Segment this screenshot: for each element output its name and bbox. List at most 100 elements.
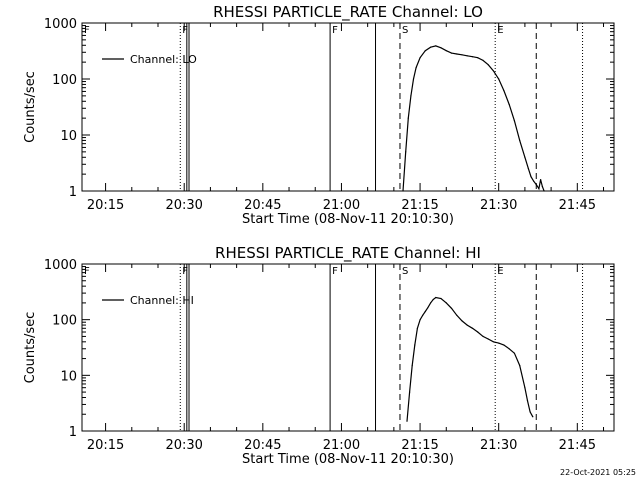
- hi-y-tick-label-100: 100: [52, 314, 77, 329]
- lo-data-point: [461, 54, 463, 56]
- hi-data-point: [416, 327, 418, 329]
- hi-marker-label-e: E: [497, 266, 503, 277]
- lo-data-point: [524, 156, 526, 158]
- hi-data-point: [411, 364, 413, 367]
- hi-x-tick-label-20-15: 20:15: [87, 438, 124, 453]
- lo-data-point: [402, 190, 404, 192]
- lo-y-tick-label-10: 10: [60, 129, 77, 144]
- hi-data-point: [508, 348, 510, 350]
- hi-data-point: [492, 341, 494, 343]
- hi-x-tick-label-21-45: 21:45: [559, 438, 596, 453]
- hi-marker-label-s: S: [402, 266, 408, 277]
- hi-data-point: [503, 344, 505, 346]
- lo-data-point: [410, 95, 412, 97]
- lo-x-tick-label-20-15: 20:15: [87, 198, 124, 213]
- lo-data-point: [540, 179, 542, 181]
- hi-data-point: [450, 307, 453, 309]
- hi-data-point: [477, 331, 479, 333]
- lo-data-point: [492, 70, 494, 72]
- lo-data-point: [508, 103, 510, 106]
- hi-data-point: [419, 319, 421, 321]
- hi-plot-frame: [81, 263, 615, 432]
- hi-channel-panel: RHESSI PARTICLE_RATE Channel: HI 20:15 20:…: [23, 244, 615, 467]
- hi-data-point: [513, 352, 516, 354]
- lo-data-point: [487, 64, 489, 66]
- hi-data-point: [424, 310, 426, 313]
- hi-y-tick-label-1: 1: [69, 425, 77, 440]
- lo-data-point: [503, 90, 505, 92]
- hi-data-point: [526, 400, 529, 402]
- hi-x-tick-label-21-15: 21:15: [401, 438, 438, 453]
- hi-legend-label: Channel: HI: [130, 294, 194, 307]
- hi-data-point: [406, 420, 408, 422]
- lo-legend-label: Channel: LO: [130, 53, 197, 66]
- lo-x-axis-label: Start Time (08-Nov-11 20:10:30): [242, 212, 454, 227]
- hi-data-point: [456, 314, 458, 316]
- lo-data-point: [498, 78, 500, 80]
- hi-marker-label-f: F: [182, 266, 188, 277]
- lo-data-point: [533, 180, 535, 182]
- hi-data-point: [524, 387, 526, 389]
- hi-y-axis-label: Counts/sec: [23, 312, 38, 384]
- lo-y-tick-label-1: 1: [69, 185, 77, 200]
- lo-y-axis-label: Counts/sec: [23, 71, 38, 143]
- hi-data-point: [461, 320, 463, 322]
- lo-data-point: [435, 45, 437, 47]
- lo-data-point: [405, 151, 407, 153]
- hi-data-point: [482, 335, 484, 337]
- generation-timestamp: 22-Oct-2021 05:25: [560, 468, 636, 477]
- hi-data-point: [427, 307, 429, 309]
- hi-data-point: [440, 297, 442, 300]
- hi-data-point: [445, 302, 447, 304]
- lo-data-point: [415, 67, 417, 69]
- hi-data-point: [487, 338, 489, 340]
- hi-marker-label-f: F: [332, 266, 338, 277]
- hi-x-tick-label-20-30: 20:30: [165, 438, 202, 453]
- lo-data-point: [541, 186, 544, 188]
- hi-data-point: [519, 364, 521, 367]
- hi-data-point: [466, 324, 468, 326]
- lo-x-tick-label-21-45: 21:45: [559, 198, 596, 213]
- lo-marker-label-f: F: [182, 25, 188, 36]
- hi-y-tick-label-1000: 1000: [44, 258, 77, 273]
- lo-y-tick-label-1000: 1000: [44, 17, 77, 32]
- lo-data-point: [466, 55, 468, 57]
- lo-data-point: [519, 139, 521, 141]
- lo-data-point: [445, 50, 447, 52]
- lo-data-point: [535, 184, 537, 186]
- lo-data-point: [538, 188, 540, 190]
- lo-data-point: [424, 50, 426, 52]
- lo-x-tick-label-20-30: 20:30: [165, 198, 202, 213]
- hi-data-point: [422, 314, 424, 316]
- lo-data-point: [527, 168, 530, 170]
- hi-data-point: [532, 416, 534, 418]
- hi-chart-title: RHESSI PARTICLE_RATE Channel: HI: [215, 244, 481, 263]
- lo-chart-title: RHESSI PARTICLE_RATE Channel: LO: [213, 3, 483, 22]
- hi-x-tick-label-20-45: 20:45: [244, 438, 281, 453]
- hi-series-line-0: [406, 296, 534, 422]
- hi-marker-label-f: F: [84, 266, 90, 277]
- lo-channel-panel: RHESSI PARTICLE_RATE Channel: LO 20:15 20:…: [23, 3, 615, 227]
- lo-data-point: [419, 57, 421, 59]
- hi-data-point: [432, 298, 434, 301]
- lo-data-point: [482, 59, 484, 62]
- lo-y-tick-label-100: 100: [52, 73, 77, 88]
- lo-data-point: [450, 52, 453, 54]
- lo-data-point: [440, 47, 442, 49]
- lo-data-point: [543, 190, 545, 192]
- lo-data-point: [513, 120, 516, 122]
- lo-marker-label-s: S: [402, 25, 408, 36]
- hi-x-tick-label-21-30: 21:30: [480, 438, 517, 453]
- lo-marker-label-f: F: [84, 25, 90, 36]
- lo-data-point: [407, 117, 409, 119]
- lo-x-tick-label-21-15: 21:15: [401, 198, 438, 213]
- hi-data-point: [435, 296, 437, 299]
- lo-data-point: [456, 53, 458, 55]
- lo-data-point: [430, 46, 432, 48]
- lo-x-tick-label-20-45: 20:45: [244, 198, 281, 213]
- lo-data-point: [471, 56, 474, 58]
- lo-data-point: [412, 78, 415, 80]
- hi-data-point: [414, 344, 416, 346]
- hi-data-point: [409, 391, 411, 393]
